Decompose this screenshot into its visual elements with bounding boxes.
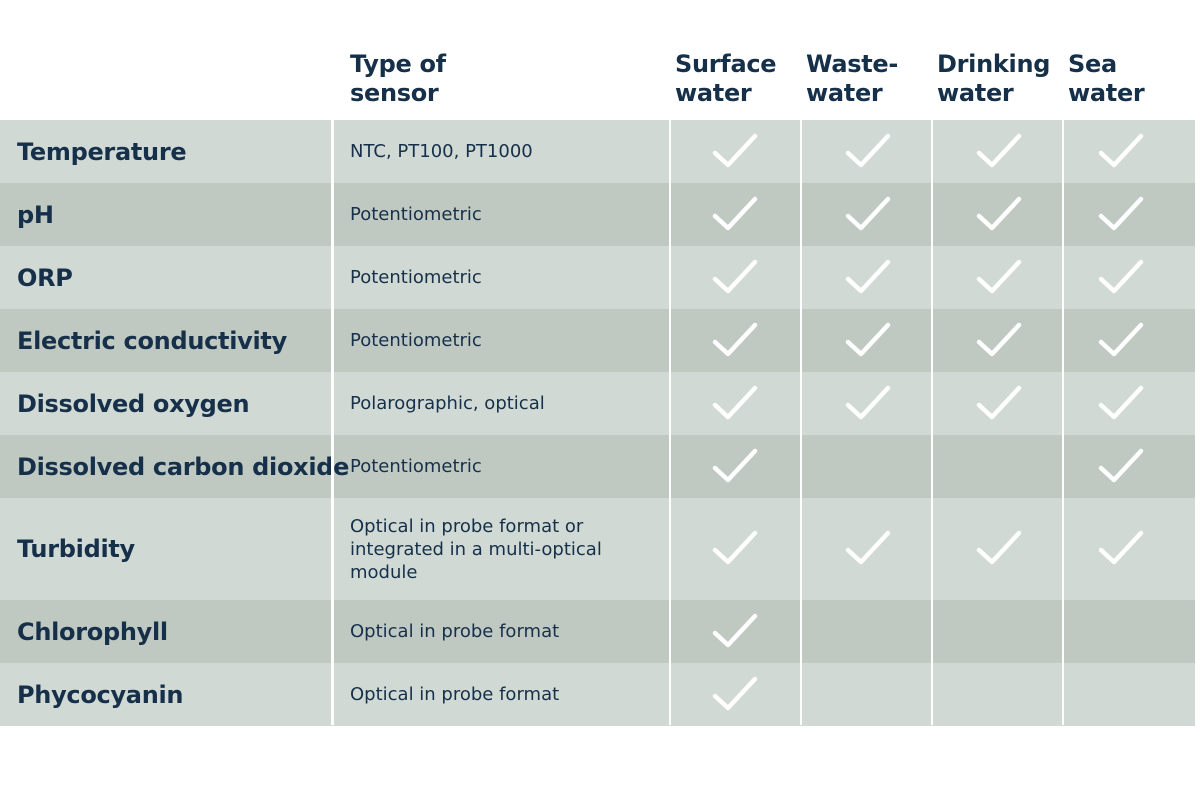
checkmark-icon — [976, 133, 1022, 167]
header-sea-water: Sea water — [1068, 50, 1145, 108]
header-sea-line-2: water — [1068, 79, 1145, 107]
checkmark-icon — [1098, 385, 1144, 419]
checkmark-icon — [712, 385, 758, 419]
checkmark-icon — [712, 530, 758, 565]
header-type-of-sensor: Type of sensor — [350, 50, 446, 108]
checkmark-icon — [712, 322, 758, 356]
checkmark-icon — [1098, 196, 1144, 230]
checkmark-icon — [976, 196, 1022, 230]
header-drinking-line-1: Drinking — [937, 50, 1051, 78]
table-row: Dissolved oxygen Polarographic, optical — [0, 372, 1195, 435]
checkmark-icon — [845, 133, 891, 167]
column-divider — [669, 120, 671, 725]
sensor-type: Optical in probe format — [350, 621, 560, 642]
header-surface-line-2: water — [675, 79, 752, 107]
checkmark-icon — [845, 385, 891, 419]
header-type-line-2: sensor — [350, 79, 439, 107]
sensor-type: NTC, PT100, PT1000 — [350, 141, 533, 162]
parameter-label: ORP — [17, 263, 73, 292]
parameter-label: pH — [17, 200, 54, 229]
column-divider — [800, 120, 802, 725]
sensor-type: Potentiometric — [350, 204, 482, 225]
parameter-label: Phycocyanin — [17, 680, 184, 709]
checkmark-icon — [845, 196, 891, 230]
column-divider — [1062, 120, 1064, 725]
parameter-label: Dissolved carbon dioxide — [17, 452, 350, 481]
table-row: pH Potentiometric — [0, 183, 1195, 246]
table-row: Dissolved carbon dioxide Potentiometric — [0, 435, 1195, 498]
checkmark-icon — [712, 133, 758, 167]
table-row: ORP Potentiometric — [0, 246, 1195, 309]
checkmark-icon — [845, 322, 891, 356]
sensor-type: Optical in probe format — [350, 684, 560, 705]
sensor-type-line: module — [350, 561, 418, 583]
column-divider — [331, 120, 334, 725]
checkmark-icon — [976, 322, 1022, 356]
checkmark-icon — [712, 448, 758, 482]
checkmark-icon — [1098, 448, 1144, 482]
table-row: Phycocyanin Optical in probe format — [0, 663, 1195, 726]
table-row: Temperature NTC, PT100, PT1000 — [0, 120, 1195, 183]
parameter-label: Electric conductivity — [17, 326, 287, 355]
checkmark-icon — [1098, 259, 1144, 293]
checkmark-icon — [712, 196, 758, 230]
checkmark-icon — [712, 259, 758, 293]
table-row: Turbidity Optical in probe format or integ… — [0, 498, 1195, 600]
sensor-type: Polarographic, optical — [350, 393, 545, 414]
sensor-type-line: Optical in probe format or — [350, 515, 584, 537]
checkmark-icon — [845, 259, 891, 293]
header-waste-line-2: water — [806, 79, 883, 107]
header-drinking-water: Drinking water — [937, 50, 1050, 108]
sensor-type: Potentiometric — [350, 456, 482, 477]
header-surface-water: Surface water — [675, 50, 777, 108]
parameter-label: Chlorophyll — [17, 617, 168, 646]
column-divider — [931, 120, 933, 725]
checkmark-icon — [1098, 133, 1144, 167]
checkmark-icon — [976, 385, 1022, 419]
table-row: Chlorophyll Optical in probe format — [0, 600, 1195, 663]
checkmark-icon — [712, 613, 758, 647]
checkmark-icon — [976, 259, 1022, 293]
checkmark-icon — [1098, 530, 1144, 565]
checkmark-icon — [1098, 322, 1144, 356]
parameter-label: Turbidity — [17, 535, 135, 563]
checkmark-icon — [712, 676, 758, 710]
sensor-type: Optical in probe format or integrated in … — [350, 498, 650, 600]
table-body: Temperature NTC, PT100, PT1000 pH Potentiom… — [0, 120, 1195, 726]
header-sea-line-1: Sea — [1068, 50, 1117, 78]
table-header: Type of sensor Surface water Waste- wate… — [0, 0, 1200, 120]
sensor-type: Potentiometric — [350, 267, 482, 288]
sensor-type-line: integrated in a multi-optical — [350, 538, 602, 560]
header-waste-line-1: Waste- — [806, 50, 899, 78]
header-type-line-1: Type of — [350, 50, 446, 78]
checkmark-icon — [845, 530, 891, 565]
table-row: Electric conductivity Potentiometric — [0, 309, 1195, 372]
checkmark-icon — [976, 530, 1022, 565]
parameter-label: Dissolved oxygen — [17, 389, 250, 418]
header-surface-line-1: Surface — [675, 50, 777, 78]
header-waste-water: Waste- water — [806, 50, 898, 108]
header-drinking-line-2: water — [937, 79, 1014, 107]
sensor-type: Potentiometric — [350, 330, 482, 351]
parameter-label: Temperature — [17, 137, 187, 166]
